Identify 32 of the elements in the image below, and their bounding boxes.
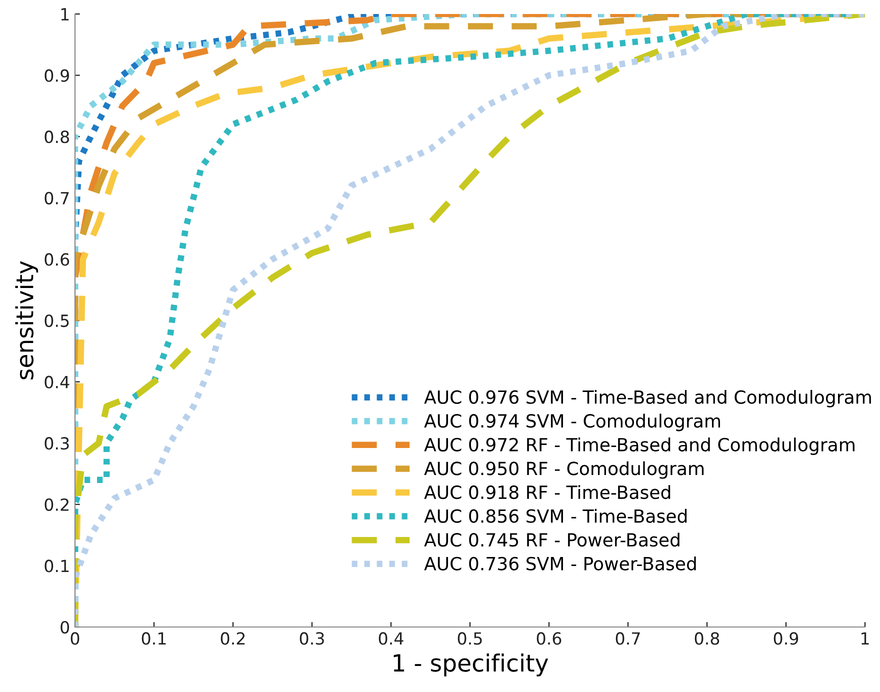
y-tick-label: 1	[61, 8, 69, 20]
y-axis-title: sensitivity	[15, 261, 38, 380]
x-tick-label: 0.7	[616, 632, 640, 645]
y-tick-label: 0.3	[44, 437, 69, 450]
y-tick-label: 0.8	[44, 130, 69, 144]
legend-label: AUC 0.972 RF - Time-Based and Comodulogram	[424, 438, 854, 455]
y-tick-label: 0.5	[44, 314, 69, 328]
x-tick-label: 0.2	[220, 632, 245, 645]
y-tick-label: 0.4	[44, 376, 70, 388]
x-tick-label: 0.4	[378, 632, 404, 645]
x-tick-label: 0.1	[142, 632, 166, 645]
x-tick-label: 0.6	[536, 632, 562, 645]
x-tick-label: 0	[70, 632, 80, 645]
y-tick-label: 0	[60, 620, 70, 634]
legend-label: AUC 0.950 RF - Comodulogram	[424, 461, 704, 479]
legend-label: AUC 0.745 RF - Power-Based	[424, 532, 680, 547]
legend-label: AUC 0.856 SVM - Time-Based	[424, 508, 687, 523]
x-tick-label: 0.9	[774, 632, 798, 645]
legend-label: AUC 0.976 SVM - Time-Based and Comodulogram	[424, 390, 871, 408]
y-tick-label: 0.1	[44, 560, 69, 572]
y-tick-label: 0.9	[44, 69, 69, 82]
y-tick-label: 0.7	[44, 192, 69, 204]
x-axis-title: 1 - specificity	[394, 654, 548, 676]
legend-label: AUC 0.918 RF - Time-Based	[424, 485, 670, 500]
x-tick-label: 0.8	[694, 632, 720, 645]
y-tick-label: 0.2	[44, 498, 68, 511]
legend-label: AUC 0.974 SVM - Comodulogram	[424, 414, 720, 432]
legend-label: AUC 0.736 SVM - Power-Based	[424, 556, 696, 570]
x-tick-label: 0.5	[458, 632, 482, 645]
x-tick-label: 0.3	[300, 632, 324, 645]
x-tick-label: 1	[862, 632, 869, 645]
y-tick-label: 0.6	[44, 253, 70, 266]
